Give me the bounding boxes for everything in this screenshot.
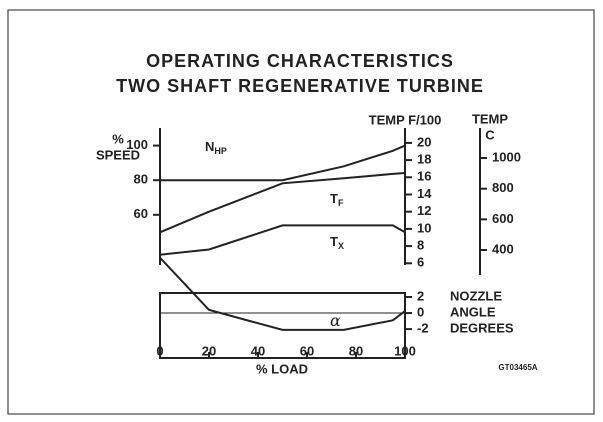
tick-label: 20 <box>417 134 431 149</box>
tick-label: 800 <box>492 180 514 195</box>
chart-title: OPERATING CHARACTERISTICS <box>146 51 454 71</box>
lower-panel <box>159 292 406 359</box>
series-subscript: HP <box>214 146 227 156</box>
tick-label: 10 <box>417 220 431 235</box>
y-axis-label: SPEED <box>96 147 140 162</box>
y2-axis-label: TEMP F/100 <box>369 112 442 127</box>
x-tick-label: 40 <box>251 343 265 358</box>
tick-label: 0 <box>417 304 424 319</box>
y4-axis-label: C <box>485 127 495 142</box>
x-tick-label: 20 <box>202 343 216 358</box>
tick-label: -2 <box>417 321 429 336</box>
y3-axis-label: ANGLE <box>450 304 496 319</box>
tick-label: 6 <box>417 255 424 270</box>
tick-label: 8 <box>417 238 424 253</box>
y3-axis-label: NOZZLE <box>450 288 502 303</box>
series-label: TX <box>330 234 344 251</box>
series-name: N <box>205 139 214 154</box>
tick-label: 100 <box>126 137 148 152</box>
tick-label: 400 <box>492 241 514 256</box>
y4-axis-label: TEMP <box>472 111 508 126</box>
series-subscript: F <box>338 198 344 208</box>
x-tick-label: 0 <box>156 343 163 358</box>
tick-label: 60 <box>134 206 148 221</box>
x-tick-label: 80 <box>349 343 363 358</box>
chart-subtitle: TWO SHAFT REGENERATIVE TURBINE <box>116 76 484 96</box>
x-tick-label: 100 <box>394 343 416 358</box>
series-line <box>159 224 406 256</box>
tick-label: 1000 <box>492 149 521 164</box>
series-label: TF <box>330 191 344 208</box>
y3-axis-label: DEGREES <box>450 320 514 335</box>
x-axis-label: % LOAD <box>256 361 308 376</box>
tick-label: 2 <box>417 288 424 303</box>
tick-label: 600 <box>492 211 514 226</box>
figure-code: GT03465A <box>498 363 537 372</box>
tick-label: 80 <box>134 172 148 187</box>
series-name: T <box>330 191 338 206</box>
series-subscript: X <box>338 241 344 251</box>
frame <box>7 9 595 415</box>
series-name: T <box>330 234 338 249</box>
series-label: α <box>330 311 341 330</box>
series-line <box>160 144 406 182</box>
tick-label: 18 <box>417 152 431 167</box>
x-tick-label: 60 <box>300 343 314 358</box>
series-line <box>159 172 406 234</box>
tick-label: 12 <box>417 203 431 218</box>
series-name: α <box>330 311 341 330</box>
series-line <box>159 257 406 331</box>
tick-label: 14 <box>417 186 432 201</box>
series-label: NHP <box>205 139 227 156</box>
y-axis-label: % <box>112 131 124 146</box>
tick-label: 16 <box>417 169 431 184</box>
